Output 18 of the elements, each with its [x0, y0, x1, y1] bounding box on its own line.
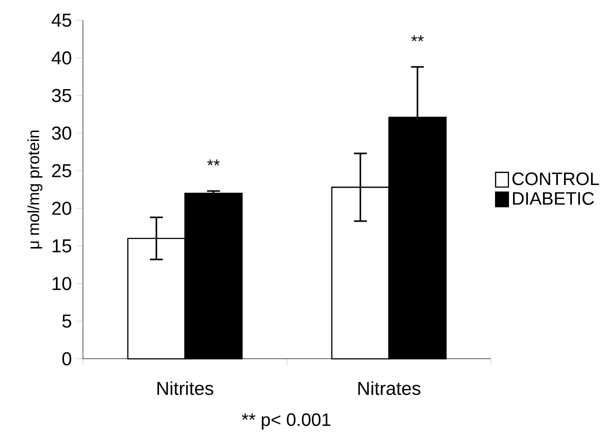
- y-axis-title: μ mol/mg protein: [27, 130, 42, 249]
- y-tick-label: 35: [52, 88, 72, 102]
- annotation: **: [411, 36, 424, 42]
- x-tick-label: Nitrates: [358, 381, 420, 396]
- text: ** p< 0.001: [242, 413, 330, 430]
- y-tick-label: 45: [52, 14, 72, 27]
- annotation: **: [207, 160, 220, 166]
- x-tick-label: Nitrites: [157, 381, 214, 396]
- legend-label: CONTROL: [512, 172, 599, 186]
- y-tick-label: 20: [52, 202, 72, 216]
- y-tick-label: 15: [52, 240, 72, 253]
- y-tick-label: 25: [52, 164, 72, 178]
- y-tick-label: 0: [62, 352, 72, 366]
- y-tick-label: 30: [52, 126, 72, 140]
- legend-label: DIABETIC: [513, 192, 594, 205]
- y-tick-label: 5: [62, 314, 72, 328]
- y-tick-label: 10: [52, 277, 72, 290]
- y-tick-label: 40: [52, 51, 72, 65]
